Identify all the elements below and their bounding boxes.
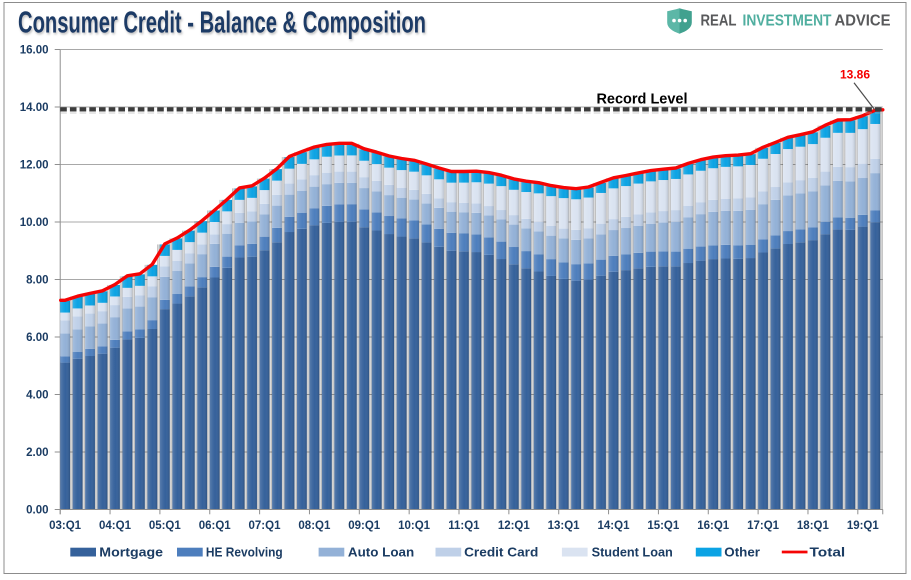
svg-text:HE Revolving: HE Revolving: [206, 544, 283, 559]
svg-text:REAL: REAL: [701, 13, 737, 30]
svg-text:18:Q1: 18:Q1: [797, 520, 830, 532]
svg-text:05:Q1: 05:Q1: [149, 520, 182, 532]
svg-text:12.00: 12.00: [20, 160, 49, 172]
svg-text:17:Q1: 17:Q1: [747, 520, 780, 532]
svg-text:10.00: 10.00: [20, 217, 49, 229]
svg-text:Student Loan: Student Loan: [592, 544, 673, 559]
svg-text:Other: Other: [724, 544, 760, 559]
svg-text:12:Q1: 12:Q1: [498, 520, 531, 532]
svg-text:Total: Total: [810, 544, 846, 559]
svg-text:14:Q1: 14:Q1: [598, 520, 631, 532]
svg-text:8.00: 8.00: [26, 275, 48, 287]
svg-text:14.00: 14.00: [20, 102, 49, 114]
svg-text:06:Q1: 06:Q1: [199, 520, 232, 532]
svg-text:ADVICE: ADVICE: [835, 13, 891, 30]
svg-text:Mortgage: Mortgage: [99, 544, 163, 559]
svg-text:16.00: 16.00: [20, 45, 49, 57]
svg-text:13.86: 13.86: [840, 68, 870, 82]
svg-text:Consumer Credit - Balance & Co: Consumer Credit - Balance & Composition: [18, 5, 426, 40]
svg-text:Auto Loan: Auto Loan: [348, 544, 414, 559]
svg-text:Record Level: Record Level: [596, 92, 687, 108]
svg-text:15:Q1: 15:Q1: [647, 520, 680, 532]
svg-text:Credit Card: Credit Card: [464, 544, 538, 559]
svg-text:6.00: 6.00: [26, 332, 48, 344]
svg-text:2.00: 2.00: [26, 447, 48, 459]
svg-text:03:Q1: 03:Q1: [49, 520, 82, 532]
svg-text:4.00: 4.00: [26, 390, 48, 402]
svg-text:INVESTMENT: INVESTMENT: [743, 13, 832, 30]
svg-text:10:Q1: 10:Q1: [398, 520, 431, 532]
svg-text:0.00: 0.00: [26, 505, 48, 517]
svg-text:08:Q1: 08:Q1: [298, 520, 331, 532]
svg-text:09:Q1: 09:Q1: [348, 520, 381, 532]
svg-text:13:Q1: 13:Q1: [548, 520, 581, 532]
svg-text:19:Q1: 19:Q1: [847, 520, 880, 532]
svg-text:11:Q1: 11:Q1: [448, 520, 480, 532]
svg-text:16:Q1: 16:Q1: [697, 520, 730, 532]
svg-text:07:Q1: 07:Q1: [249, 520, 282, 532]
svg-text:04:Q1: 04:Q1: [99, 520, 132, 532]
